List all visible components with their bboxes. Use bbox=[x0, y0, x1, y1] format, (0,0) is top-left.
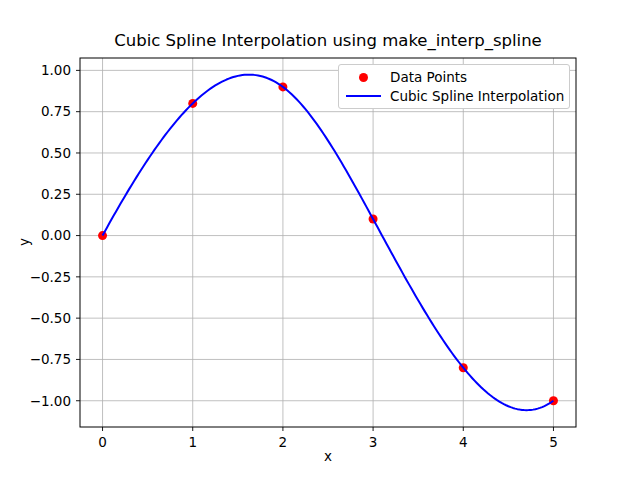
legend: Data Points Cubic Spline Interpolation bbox=[338, 64, 570, 109]
figure: 0123451.000.750.500.250.00−0.25−0.50−0.7… bbox=[0, 0, 640, 480]
data-points bbox=[98, 82, 558, 405]
y-axis-label: y bbox=[16, 238, 32, 246]
y-tick-label: 1.00 bbox=[41, 62, 71, 78]
legend-marker-box bbox=[346, 73, 381, 82]
grid-lines bbox=[80, 58, 576, 427]
scatter-dot-icon bbox=[359, 73, 368, 82]
axes-border bbox=[80, 58, 576, 427]
y-tick-label: 0.00 bbox=[41, 227, 71, 243]
chart-title: Cubic Spline Interpolation using make_in… bbox=[80, 32, 576, 50]
y-tick-label: −0.50 bbox=[30, 310, 71, 326]
line-sample-icon bbox=[346, 95, 381, 98]
y-tick-labels: 1.00 0.75 0.50 0.25 0.00 −0.25 −0.50 −0.75 −1.00 bbox=[30, 62, 71, 408]
legend-marker-box bbox=[346, 95, 381, 98]
legend-item-data-points: Data Points bbox=[346, 68, 562, 86]
y-tick-label: 0.50 bbox=[41, 145, 71, 161]
y-tick-label: −0.25 bbox=[30, 269, 71, 285]
legend-label: Cubic Spline Interpolation bbox=[390, 88, 564, 104]
legend-label: Data Points bbox=[390, 69, 467, 85]
data-point bbox=[98, 231, 107, 240]
x-axis-label: x bbox=[80, 448, 576, 464]
tick-marks bbox=[76, 70, 553, 431]
y-tick-label: 0.25 bbox=[41, 186, 71, 202]
y-tick-label: 0.75 bbox=[41, 103, 71, 119]
y-tick-label: −1.00 bbox=[30, 393, 71, 409]
y-tick-label: −0.75 bbox=[30, 351, 71, 367]
legend-item-spline: Cubic Spline Interpolation bbox=[346, 87, 562, 105]
